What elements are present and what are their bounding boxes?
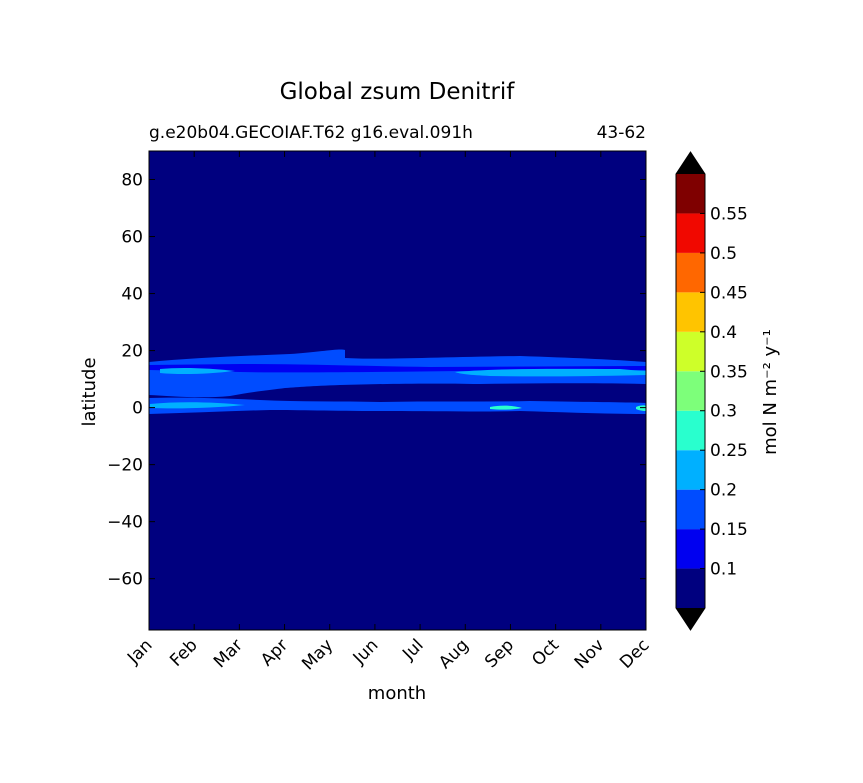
y-axis: −60 −40 −20 0 20 40 60 80: [107, 171, 646, 590]
y-tick-label: 20: [121, 342, 143, 362]
colorbar-segment: [676, 410, 705, 451]
x-axis-label: month: [368, 683, 426, 704]
colorbar-segment: [676, 174, 705, 214]
x-tick-label: Nov: [571, 635, 609, 673]
colorbar-extend-max: [676, 152, 705, 174]
x-tick-label: Jun: [349, 635, 383, 669]
y-tick-label: −20: [107, 456, 143, 476]
band-north-inner: [160, 367, 235, 375]
x-tick-label: Mar: [210, 635, 247, 672]
colorbar-tick-label: 0.55: [710, 204, 748, 224]
colorbar-tick-label: 0.15: [710, 520, 748, 540]
plot-frame: [148, 150, 647, 631]
colorbar-tick-label: 0.3: [710, 402, 737, 422]
colorbar-segment: [676, 450, 705, 490]
colorbar-tick-label: 0.5: [710, 244, 737, 264]
x-tick-label: Dec: [616, 635, 653, 672]
chart-title: Global zsum Denitrif: [280, 79, 516, 105]
y-tick-label: 80: [121, 171, 143, 191]
colorbar-segment: [676, 292, 705, 332]
colorbar-extend-min: [676, 608, 705, 630]
band-north-outer: [149, 349, 646, 398]
x-tick-label: Jan: [123, 635, 156, 668]
spot-dec: [636, 405, 646, 411]
colorbar-segment: [676, 371, 705, 411]
band-equator: [149, 397, 646, 414]
y-tick-label: −60: [107, 570, 143, 590]
y-tick-label: 60: [121, 228, 143, 248]
chart-subtitle-left: g.e20b04.GECOIAF.T62 g16.eval.091h: [149, 123, 473, 143]
band-north-inner-2: [455, 368, 646, 377]
colorbar-tick-label: 0.25: [710, 441, 748, 461]
colorbar-tick-label: 0.2: [710, 481, 737, 501]
chart-subtitle-right: 43-62: [597, 123, 646, 143]
colorbar-tick-label: 0.35: [710, 362, 748, 382]
colorbar-tick-label: 0.1: [710, 560, 737, 580]
band-equator-inner: [150, 402, 245, 409]
y-tick-label: 40: [121, 285, 143, 305]
colorbar-segment: [676, 489, 705, 530]
x-tick-label: Aug: [435, 635, 473, 673]
colorbar-segment: [676, 252, 705, 293]
x-tick-label: Feb: [166, 635, 201, 670]
colorbar-outline: [675, 151, 706, 631]
spot-sep: [490, 405, 522, 410]
x-tick-label: Sep: [481, 635, 518, 672]
colorbar-segment: [676, 529, 705, 569]
y-axis-label: latitude: [79, 357, 100, 426]
plot-area: [148, 150, 647, 631]
colorbar: 0.1 0.15 0.2 0.25 0.3 0.35 0.4 0.45 0.5 0.55: [675, 151, 748, 631]
colorbar-tick-label: 0.4: [710, 323, 737, 343]
x-tick-label: Jul: [398, 635, 427, 664]
colorbar-segment: [676, 213, 705, 253]
y-tick-label: 0: [132, 399, 143, 419]
colorbar-label: mol N m⁻² y⁻¹: [760, 329, 781, 455]
x-tick-label: May: [298, 635, 337, 674]
colorbar-tick-label: 0.45: [710, 283, 748, 303]
x-tick-label: Oct: [528, 635, 563, 670]
y-tick-label: −40: [107, 513, 143, 533]
x-tick-label: Apr: [257, 635, 292, 670]
colorbar-segment: [676, 331, 705, 372]
colorbar-segment: [676, 568, 705, 608]
